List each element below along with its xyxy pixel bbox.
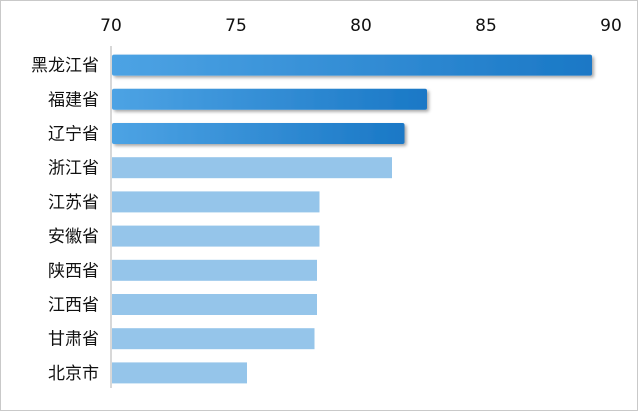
x-axis-ticks: 70 75 80 85 90 (100, 16, 622, 36)
category-label: 甘肃省 (48, 330, 99, 350)
bar (112, 259, 317, 281)
x-tick-label: 80 (350, 16, 372, 36)
category-label: 福建省 (48, 90, 99, 110)
category-label: 辽宁省 (48, 125, 99, 145)
bar (112, 225, 320, 247)
bar (112, 328, 315, 350)
bar (112, 191, 320, 213)
category-label: 黑龙江省 (31, 56, 99, 76)
bar (112, 294, 317, 315)
bar (112, 54, 592, 76)
category-label: 陕西省 (48, 261, 99, 281)
category-label: 北京市 (48, 364, 99, 384)
bar (112, 362, 247, 384)
bar (112, 123, 405, 144)
category-label: 浙江省 (48, 159, 99, 179)
x-tick-label: 90 (600, 16, 622, 36)
x-tick-label: 85 (475, 16, 497, 36)
bars (112, 54, 592, 384)
category-label: 江西省 (48, 296, 99, 316)
x-tick-label: 75 (225, 16, 247, 36)
bar (112, 157, 392, 179)
category-label: 江苏省 (48, 193, 99, 213)
bar (112, 88, 427, 110)
category-label: 安徽省 (48, 227, 99, 247)
x-tick-label: 70 (100, 16, 122, 36)
